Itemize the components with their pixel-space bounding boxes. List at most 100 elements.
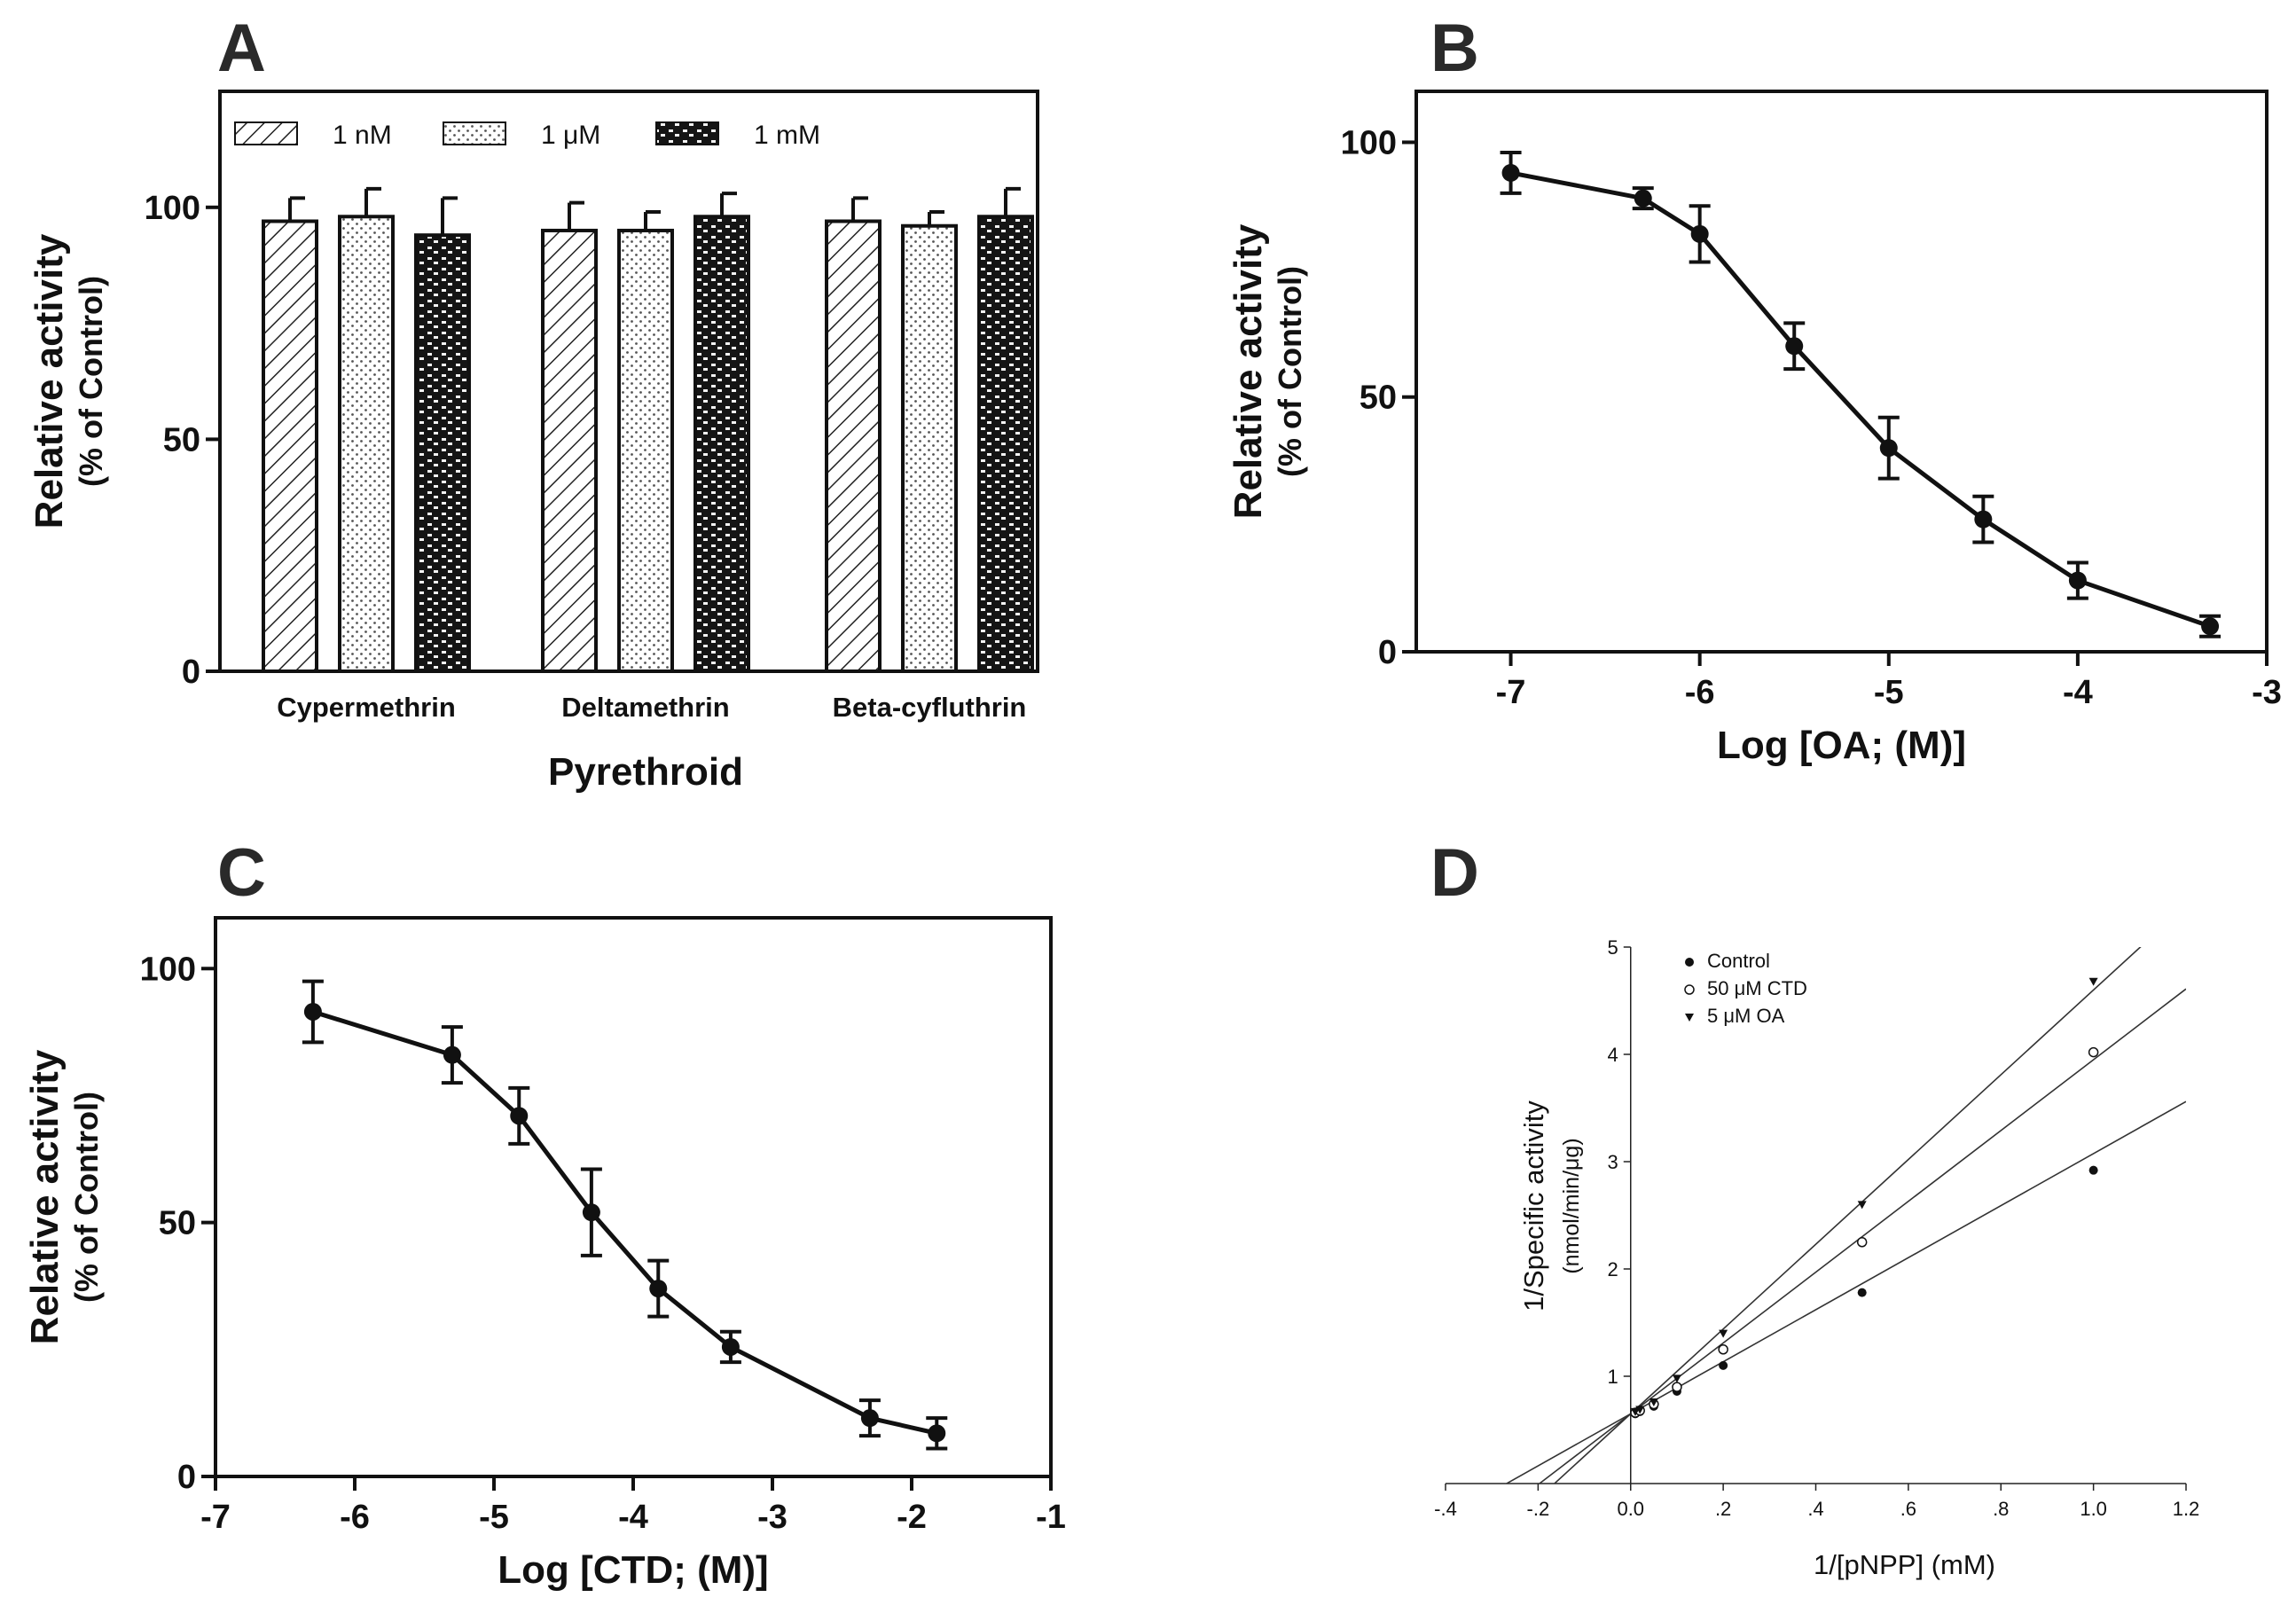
data-point	[1634, 189, 1652, 208]
data-point	[1672, 1382, 1682, 1392]
category-label: Deltamethrin	[561, 692, 729, 723]
data-point	[1649, 1398, 1658, 1407]
data-point	[510, 1107, 529, 1125]
legend-swatch	[443, 121, 506, 145]
bar	[901, 223, 958, 673]
x-tick-label: -3	[757, 1499, 788, 1536]
data-point	[2088, 1165, 2098, 1175]
y-tick-label: 100	[145, 190, 200, 227]
x-tick-label: .6	[1900, 1498, 1916, 1520]
data-line	[1510, 170, 2211, 629]
y-tick-label: 0	[1378, 634, 1397, 671]
x-tick-label: 1.0	[2080, 1498, 2107, 1520]
data-point	[1690, 224, 1709, 243]
panel-a: 0 50 100 Cypermethrin Deltamethrin Beta-cyflu…	[27, 90, 1039, 794]
x-tick-label: -2	[897, 1499, 927, 1536]
y-axis-subtitle: (% of Control)	[1272, 266, 1308, 477]
legend-marker	[1685, 1014, 1694, 1022]
bar	[977, 215, 1034, 674]
y-axis-title: Relative activity	[1226, 223, 1270, 519]
x-axis-title: Log [CTD; (M)]	[498, 1548, 768, 1592]
bar	[541, 228, 598, 673]
data-point	[1879, 439, 1898, 458]
legend-swatch	[234, 121, 298, 145]
data-point	[721, 1337, 740, 1356]
data-point	[2088, 977, 2098, 986]
y-tick-label: 4	[1608, 1044, 1618, 1066]
legend-marker	[1685, 958, 1694, 967]
x-axis-title: Pyrethroid	[548, 750, 743, 794]
data-point	[443, 1045, 461, 1064]
x-tick-label: -5	[479, 1499, 509, 1536]
data-point	[2068, 571, 2087, 590]
y-tick-label: 5	[1608, 936, 1618, 959]
legend-label: 50 μM CTD	[1707, 977, 1807, 999]
y-tick-label: 50	[163, 421, 200, 458]
x-tick-label: -3	[2252, 674, 2282, 711]
legend-label: 5 μM OA	[1707, 1005, 1785, 1027]
panel-b-frame	[1414, 90, 2269, 654]
panel-letter-b: B	[1430, 11, 1479, 86]
x-axis-title: 1/[pNPP] (mM)	[1814, 1549, 1995, 1580]
y-axis-title: Relative activity	[27, 233, 71, 529]
y-axis-subtitle: (% of Control)	[68, 1092, 105, 1303]
y-tick-label: 50	[159, 1205, 196, 1242]
legend-swatch	[655, 121, 719, 145]
legend-marker	[1684, 984, 1695, 995]
data-point	[1718, 1344, 1728, 1355]
x-tick-label: -7	[200, 1499, 231, 1536]
data-point	[582, 1203, 600, 1222]
data-point	[1719, 1360, 1728, 1370]
y-tick-label: 0	[182, 654, 200, 691]
panel-b: 0 50 100 -7 -6 -5 -4 -3 Log [OA; (M)] Relative ac…	[1226, 90, 2282, 767]
y-tick-label: 2	[1608, 1258, 1618, 1280]
bar	[825, 219, 882, 673]
data-point	[2201, 617, 2220, 636]
x-tick-label: -6	[340, 1499, 370, 1536]
bar	[694, 215, 750, 674]
panel-c: 0 50 100 -7 -6 -5 -4 -3 -2 -1 Log [CTD; (M)] Relati…	[23, 916, 1066, 1592]
panel-letter-a: A	[217, 11, 266, 86]
x-tick-label: -.4	[1434, 1498, 1457, 1520]
data-point	[1719, 1329, 1728, 1338]
x-axis-title: Log [OA; (M)]	[1717, 724, 1966, 767]
y-tick-label: 100	[140, 951, 196, 988]
bar	[338, 215, 395, 674]
x-tick-label: -4	[2063, 674, 2093, 711]
data-line	[312, 1009, 937, 1436]
regression-line	[1505, 1100, 2186, 1484]
data-point	[1501, 163, 1520, 182]
x-tick-label: .4	[1807, 1498, 1823, 1520]
category-label: Beta-cyfluthrin	[833, 692, 1027, 723]
data-point	[1857, 1201, 1867, 1210]
y-axis-title: Relative activity	[23, 1049, 67, 1344]
x-tick-label: -7	[1496, 674, 1526, 711]
data-point	[303, 1002, 322, 1021]
data-point	[2088, 1046, 2099, 1058]
x-tick-label: 0.0	[1617, 1498, 1644, 1520]
category-label: Cypermethrin	[277, 692, 456, 723]
x-tick-label: -5	[1874, 674, 1904, 711]
data-point	[649, 1280, 668, 1298]
x-tick-label: 1.2	[2173, 1498, 2200, 1520]
y-tick-label: 3	[1608, 1151, 1618, 1173]
y-axis-subtitle: (% of Control)	[73, 276, 109, 487]
y-tick-label: 0	[177, 1459, 196, 1496]
data-point	[1672, 1374, 1681, 1383]
x-tick-label: -6	[1685, 674, 1715, 711]
x-tick-label: -4	[618, 1499, 648, 1536]
legend-label: Control	[1707, 950, 1770, 972]
x-tick-label: .2	[1715, 1498, 1731, 1520]
y-tick-label: 50	[1360, 380, 1397, 417]
y-tick-label: 100	[1341, 124, 1397, 161]
legend-label: 1 nM	[333, 121, 392, 150]
data-point	[1974, 510, 1993, 529]
panel-d: -.4 -.2 0.0 .2 .4 .6 .8 1.0 1.2 1 2 3 4 5 Control 50 μM…	[1434, 936, 2200, 1580]
y-axis-title: 1/Specific activity	[1518, 1100, 1549, 1312]
regression-lines	[1505, 947, 2186, 1484]
y-tick-label: 1	[1608, 1366, 1618, 1388]
panel-letter-d: D	[1430, 835, 1479, 911]
data-point	[1856, 1237, 1868, 1248]
bar	[414, 233, 471, 673]
